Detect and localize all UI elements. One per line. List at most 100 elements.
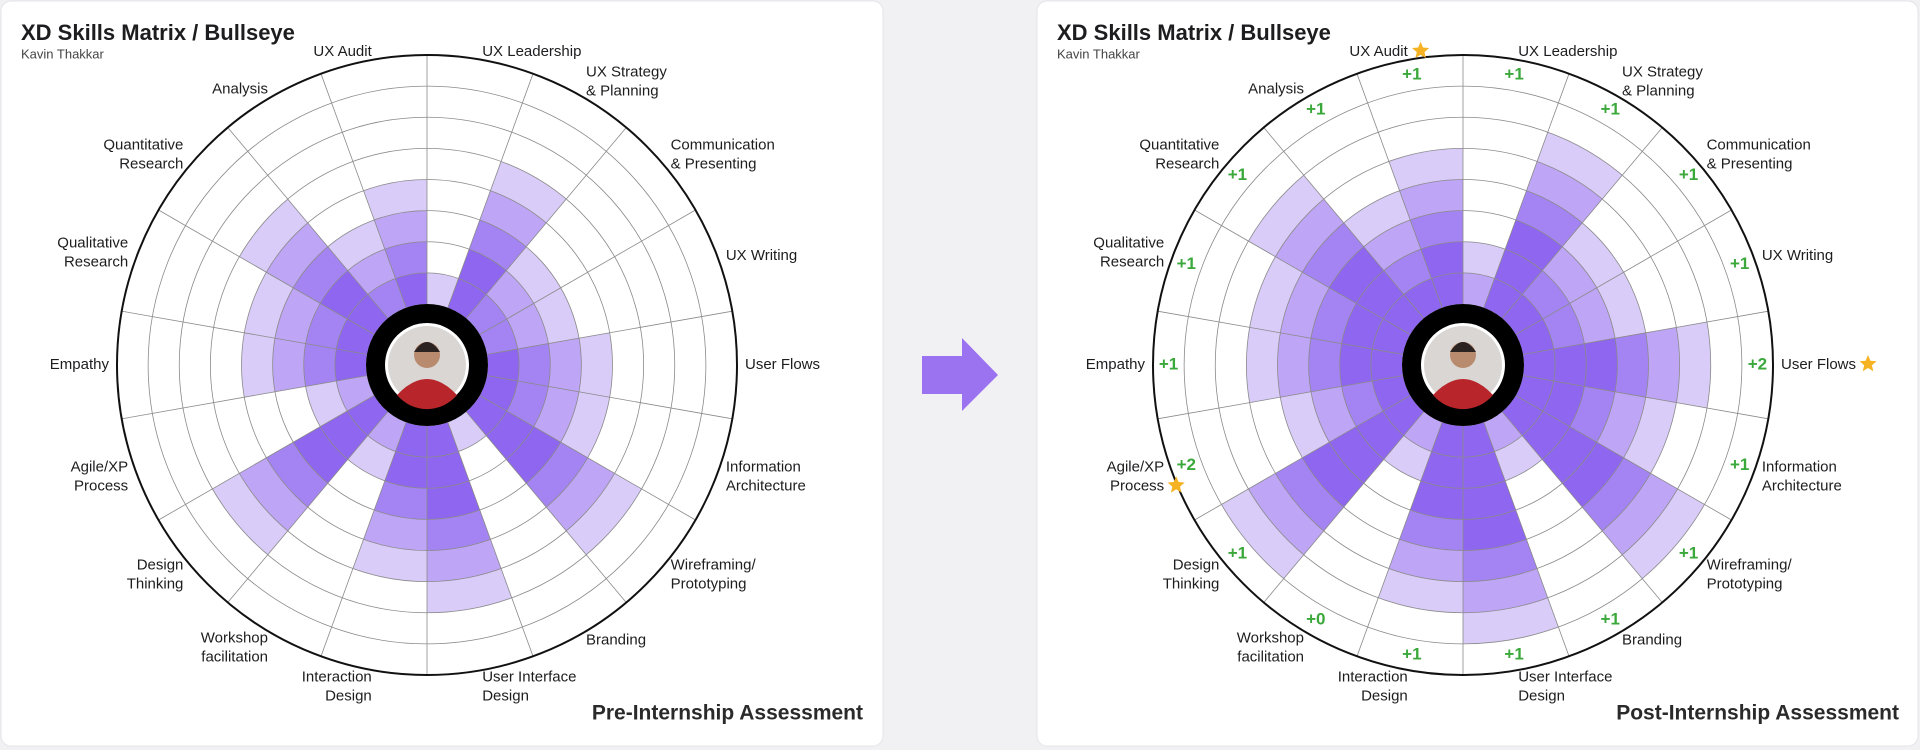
skill-segment — [1645, 327, 1680, 403]
skill-segment — [293, 246, 348, 304]
skill-segment — [303, 343, 337, 387]
spoke — [465, 411, 627, 603]
skill-segment — [486, 270, 534, 319]
skill-segment — [363, 179, 427, 220]
skill-segment — [1463, 241, 1506, 279]
skill-segment — [1302, 222, 1364, 288]
increment-label: +1 — [1730, 254, 1749, 273]
spoke — [1263, 411, 1425, 603]
skill-label: Information Architecture — [726, 458, 806, 494]
skill-label: User Flows — [1781, 356, 1856, 373]
skill-label: Workshop facilitation — [1237, 630, 1304, 666]
skill-segment — [1383, 435, 1432, 481]
skill-segment — [546, 457, 615, 531]
spoke — [447, 73, 534, 308]
skill-segment — [1420, 241, 1463, 279]
skill-segment — [1522, 270, 1570, 319]
skill-segment — [1378, 568, 1463, 613]
skill-segment — [241, 332, 275, 398]
skill-segment — [320, 270, 368, 319]
skill-segment — [579, 332, 613, 398]
skill-segment — [526, 442, 588, 508]
skill-segment — [1494, 249, 1543, 295]
skill-segment — [506, 303, 549, 350]
skill-segment — [212, 473, 288, 555]
skill-segment — [479, 375, 518, 412]
increment-label: +1 — [1679, 544, 1698, 563]
skill-segment — [566, 473, 642, 555]
spoke — [227, 127, 389, 319]
skill-segment — [490, 161, 567, 223]
increment-label: +1 — [1679, 165, 1698, 184]
skill-label: Branding — [586, 631, 646, 648]
skill-label: Agile/XP Process — [1107, 458, 1165, 494]
skill-segment — [1596, 272, 1646, 339]
skill-label: Information Architecture — [1762, 458, 1842, 494]
skill-segment — [506, 380, 549, 427]
skill-segment — [347, 435, 396, 481]
increment-label: +1 — [1601, 609, 1620, 628]
skill-segment — [1248, 473, 1324, 555]
skill-label: UX Audit — [313, 43, 372, 60]
skill-label: Agile/XP Process — [71, 458, 129, 494]
skill-label: Qualitative Research — [57, 235, 128, 271]
skill-label: Design Thinking — [127, 557, 184, 593]
skill-segment — [1277, 332, 1311, 398]
skill-segment — [320, 411, 368, 460]
spoke — [1523, 310, 1769, 355]
chart-subtitle: Kavin Thakkar — [1057, 46, 1141, 61]
skill-segment — [1542, 246, 1597, 304]
skill-segment — [1676, 321, 1711, 409]
increment-label: +1 — [1730, 455, 1749, 474]
skill-label: UX Writing — [1762, 247, 1833, 264]
increment-label: +1 — [1228, 544, 1247, 563]
increment-label: +1 — [1177, 254, 1196, 273]
skill-segment — [458, 249, 507, 295]
skill-segment — [1602, 473, 1678, 555]
skill-segment — [1562, 442, 1624, 508]
increment-label: +1 — [1306, 99, 1325, 118]
star — [1412, 41, 1430, 59]
increment-label: +1 — [1504, 65, 1523, 84]
skill-segment — [486, 411, 534, 460]
skill-segment — [363, 510, 427, 551]
spoke — [1356, 73, 1443, 308]
skill-segment — [548, 338, 582, 392]
skill-label: User Interface Design — [482, 669, 576, 705]
spoke — [158, 209, 375, 335]
avatar-body — [1433, 379, 1493, 410]
skill-label: Analysis — [212, 81, 268, 98]
skill-segment — [336, 375, 375, 412]
skill-segment — [1622, 488, 1705, 579]
skill-segment — [1483, 411, 1523, 452]
skill-label: Empathy — [50, 356, 110, 373]
skill-segment — [244, 272, 294, 339]
skill-segment — [327, 219, 385, 271]
skill-label: Empathy — [1086, 356, 1146, 373]
skill-segment — [1463, 510, 1527, 551]
skill-segment — [1526, 161, 1603, 223]
skill-segment — [1494, 435, 1543, 481]
skill-segment — [1221, 488, 1304, 579]
skill-label: UX Writing — [726, 247, 797, 264]
skill-segment — [1463, 568, 1548, 613]
skill-segment — [560, 391, 610, 458]
skill-label: UX Strategy & Planning — [586, 63, 667, 99]
skill-segment — [1302, 442, 1364, 508]
spoke — [487, 375, 733, 420]
skill-segment — [367, 411, 407, 452]
spoke — [320, 422, 407, 657]
spoke — [1263, 127, 1425, 319]
skill-segment — [1410, 210, 1463, 250]
spoke — [158, 395, 375, 521]
skill-segment — [1249, 256, 1303, 333]
skill-segment — [1341, 380, 1384, 427]
skill-segment — [305, 303, 348, 350]
spoke — [479, 209, 696, 335]
skill-segment — [517, 343, 551, 387]
skill-label: Wireframing/Prototyping — [671, 557, 757, 593]
spoke — [479, 395, 696, 521]
spoke — [1356, 422, 1443, 657]
star — [1167, 476, 1185, 493]
radial-chart — [1152, 54, 1774, 676]
